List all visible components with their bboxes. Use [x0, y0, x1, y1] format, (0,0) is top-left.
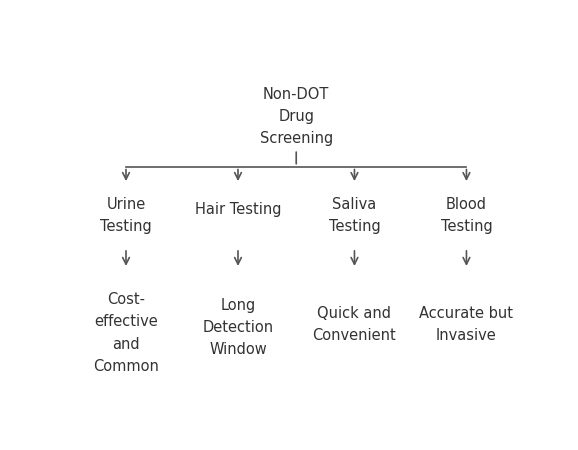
Text: Cost-
effective
and
Common: Cost- effective and Common	[93, 292, 159, 374]
Text: Non-DOT
Drug
Screening: Non-DOT Drug Screening	[260, 87, 333, 146]
Text: Hair Testing: Hair Testing	[195, 202, 281, 217]
Text: Quick and
Convenient: Quick and Convenient	[313, 306, 397, 343]
Text: Blood
Testing: Blood Testing	[440, 197, 492, 234]
Text: Saliva
Testing: Saliva Testing	[328, 197, 380, 234]
Text: Accurate but
Invasive: Accurate but Invasive	[420, 306, 513, 343]
Text: Urine
Testing: Urine Testing	[100, 197, 152, 234]
Text: Long
Detection
Window: Long Detection Window	[202, 298, 273, 357]
